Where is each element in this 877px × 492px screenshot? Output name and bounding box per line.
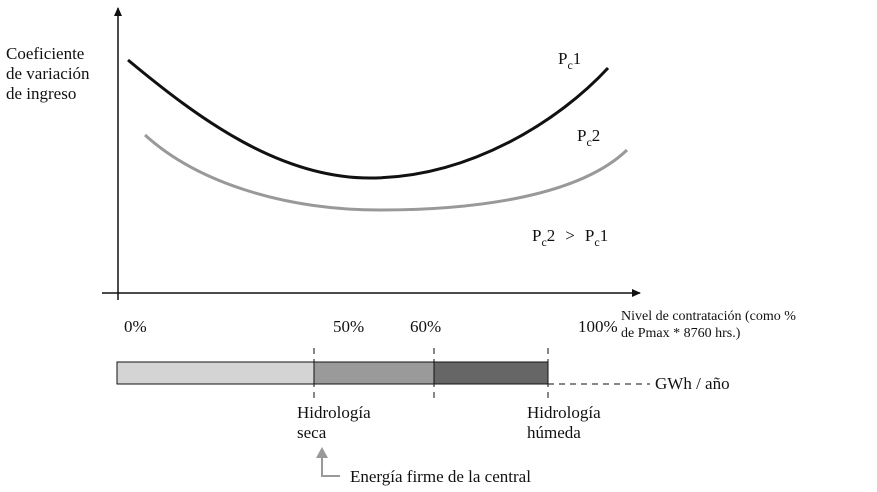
y-axis-label: de ingreso <box>6 84 76 103</box>
comparison: Pc2 > Pc1 <box>532 226 608 249</box>
curve-label: Pc2 <box>577 126 600 149</box>
marker-label: Hidrología <box>527 403 601 422</box>
x-axis-label: Nivel de contratación (como % <box>621 309 796 324</box>
marker-label: Hidrología <box>297 403 371 422</box>
tick-label: 50% <box>333 317 364 336</box>
note-arrow <box>316 447 340 477</box>
y-axis-label: Coeficiente <box>6 44 84 63</box>
tick-label: 100% <box>578 317 618 336</box>
bar-segment <box>313 361 435 385</box>
tick-label: 60% <box>410 317 441 336</box>
bar-segment <box>433 361 549 385</box>
curve-pc2 <box>143 133 629 212</box>
note: Energía firme de la central <box>350 467 531 486</box>
bar-segment <box>116 361 315 385</box>
curve-pc1 <box>127 58 610 180</box>
curve-label: Pc1 <box>558 49 581 72</box>
x-axis-label: de Pmax * 8760 hrs.) <box>621 326 741 341</box>
bar-label: GWh / año <box>655 374 730 393</box>
tick-label: 0% <box>124 317 147 336</box>
y-axis-label: de variación <box>6 64 90 83</box>
marker-label: húmeda <box>527 423 581 442</box>
marker-label: seca <box>297 423 327 442</box>
